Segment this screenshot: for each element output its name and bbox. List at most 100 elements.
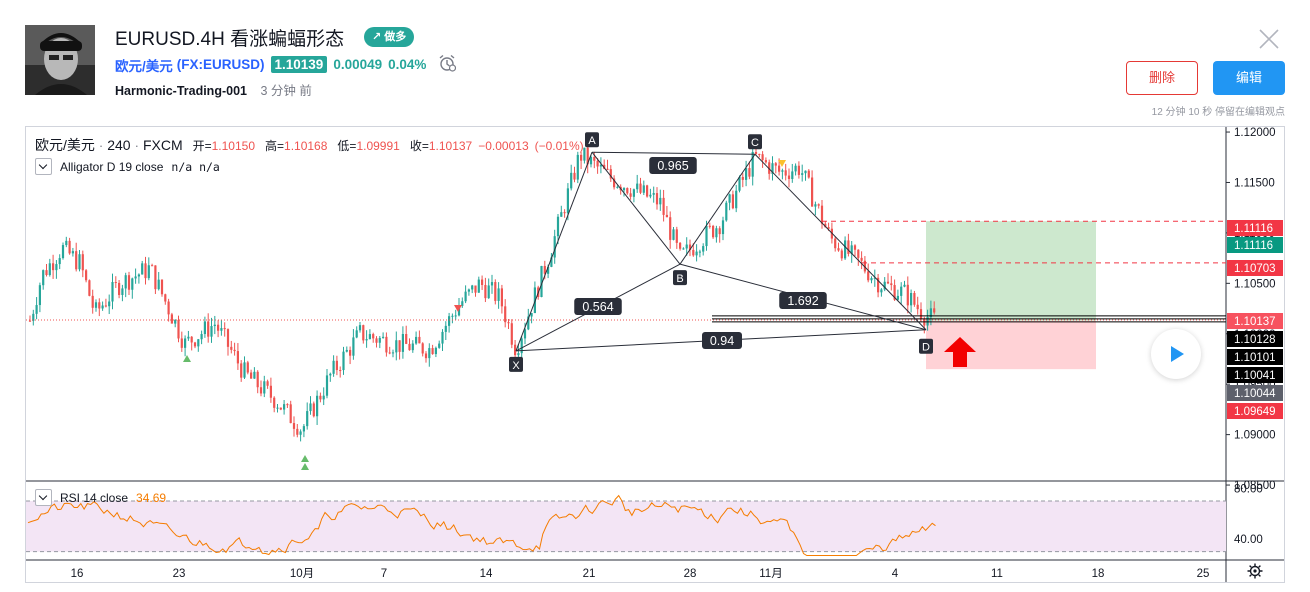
candle-body	[52, 263, 55, 271]
candle-body	[715, 228, 718, 238]
candle-body	[514, 344, 517, 356]
candle-body	[118, 282, 121, 295]
candle-body	[754, 152, 758, 154]
candle-body	[540, 265, 543, 298]
candle-body	[306, 411, 309, 427]
price-tag	[1227, 349, 1283, 365]
drawings-layer: 0.564 0.965 1.692 0.94 X A B C D	[26, 132, 1226, 470]
candle-body	[385, 336, 388, 353]
chevron-down-icon[interactable]	[35, 489, 52, 506]
author-link[interactable]: Harmonic-Trading-001	[115, 84, 247, 98]
candle-body	[415, 336, 418, 344]
candle-body	[85, 270, 88, 281]
candle-body	[474, 285, 477, 293]
candle-body	[358, 325, 362, 331]
candle-body	[28, 320, 32, 322]
candle-body	[570, 172, 573, 189]
price-tag	[1227, 403, 1283, 419]
chevron-down-icon[interactable]	[35, 158, 52, 175]
candle-body	[104, 305, 107, 307]
legend-low: 1.09991	[356, 139, 400, 153]
candle-body	[253, 371, 256, 379]
candle-body	[378, 337, 381, 343]
candle-body	[137, 274, 140, 277]
candle-body	[81, 254, 84, 271]
candle-body	[695, 251, 698, 256]
pattern-cd	[754, 153, 927, 331]
candle-body	[197, 339, 200, 347]
candle-body	[613, 178, 616, 188]
candle-body	[801, 173, 804, 175]
ratio-label: 0.564	[582, 300, 613, 314]
candle-body	[302, 426, 305, 432]
price-chip: 1.10139	[270, 56, 328, 73]
candle-body	[42, 270, 45, 286]
candle-body	[609, 169, 612, 179]
rsi-tick-label: 80.00	[1234, 483, 1263, 495]
candle-body	[675, 229, 678, 243]
author-avatar[interactable]	[25, 25, 95, 95]
avatar-photo	[25, 25, 95, 95]
time-tick-label: 14	[480, 568, 493, 580]
legend-high-label: 高=	[265, 139, 285, 153]
gear-icon[interactable]	[1247, 563, 1263, 584]
candle-body	[352, 337, 355, 356]
symbol-name-link[interactable]: 欧元/美元	[115, 58, 173, 74]
alligator-legend: Alligator D 19 close n/a n/a	[35, 158, 220, 175]
candle-body	[883, 281, 886, 290]
pattern-bc	[679, 153, 756, 265]
candle-body	[266, 381, 269, 386]
ratio-label-bg	[574, 298, 622, 315]
candle-body	[688, 244, 692, 250]
candle-body	[434, 347, 437, 355]
candle-body	[712, 225, 715, 238]
candle-body	[751, 152, 754, 177]
delete-button[interactable]: 删除	[1126, 61, 1198, 95]
candle-body	[391, 352, 395, 354]
candle-body	[279, 407, 282, 410]
candle-body	[867, 271, 870, 281]
candle-body	[547, 266, 550, 274]
close-icon[interactable]	[1258, 28, 1280, 50]
symbol-row: 欧元/美元 (FX:EURUSD) 1.10139 0.00049 0.04%	[115, 54, 457, 75]
candle-body	[665, 214, 668, 218]
candle-body	[530, 313, 533, 317]
pattern-point-label: B	[676, 273, 683, 285]
ratio-label: 0.965	[657, 159, 688, 173]
time-tick-label: 18	[1092, 568, 1105, 580]
candle-body	[910, 293, 913, 306]
alarm-clock-icon[interactable]	[438, 54, 457, 75]
candle-body	[477, 279, 480, 293]
candle-body	[368, 334, 371, 340]
idea-title: EURUSD.4H 看涨蝙蝠形态	[115, 29, 345, 50]
symbol-code-link[interactable]: (FX:EURUSD)	[176, 57, 265, 72]
candle-body	[791, 171, 794, 180]
edit-button[interactable]: 编辑	[1213, 61, 1285, 95]
candle-body	[365, 339, 368, 341]
candle-body	[896, 295, 899, 300]
fractal-up-marker	[301, 455, 309, 462]
candle-body	[933, 308, 936, 313]
candle-body	[114, 282, 117, 284]
legend-dot: ·	[98, 138, 104, 153]
price-tag-label: 1.11116	[1234, 223, 1273, 235]
candle-body	[283, 404, 286, 410]
candle-body	[75, 251, 78, 270]
candle-body	[388, 352, 391, 354]
candle-body	[550, 257, 553, 267]
candle-body	[213, 324, 216, 327]
candle-body	[817, 204, 820, 206]
change-percent: 0.04%	[388, 57, 427, 72]
candle-body	[761, 154, 764, 161]
long-badge: ↗ 做多	[364, 27, 415, 47]
candle-body	[68, 240, 71, 254]
candle-body	[240, 363, 243, 378]
play-icon[interactable]	[1151, 329, 1201, 379]
legend-high: 1.10168	[284, 139, 328, 153]
candle-body	[121, 288, 124, 295]
price-tick-label: 1.08500	[1234, 480, 1276, 492]
candle-body	[893, 285, 896, 300]
candle-body	[65, 240, 68, 246]
candle-body	[375, 338, 378, 343]
